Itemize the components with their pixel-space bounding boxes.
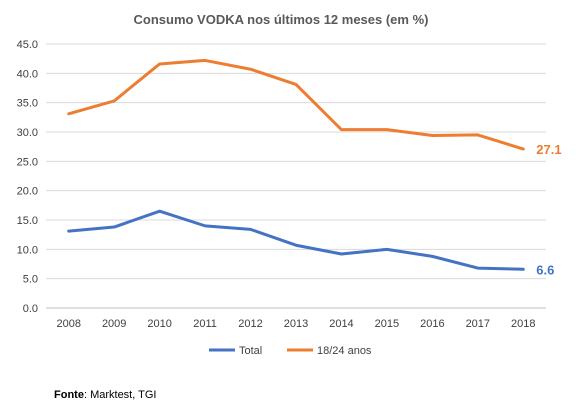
series-line-1 [67, 58, 525, 151]
x-tick-label: 2010 [147, 318, 171, 330]
x-tick-label: 2016 [420, 318, 444, 330]
end-data-label: 6.6 [536, 262, 554, 277]
x-tick-label: 2011 [193, 318, 217, 330]
y-tick-label: 20.0 [17, 186, 38, 198]
gridlines [46, 43, 546, 309]
legend: Total 18/24 anos [209, 345, 372, 357]
legend-label: Total [239, 345, 262, 357]
y-tick-label: 10.0 [17, 244, 38, 256]
source-label: Fonte [54, 389, 84, 401]
x-tick-label: 2013 [284, 318, 308, 330]
y-tick-label: 30.0 [17, 127, 38, 139]
y-tick-label: 5.0 [23, 274, 38, 286]
source-note: Fonte: Marktest, TGI [54, 389, 156, 401]
x-tick-label: 2015 [375, 318, 399, 330]
source-text: : Marktest, TGI [83, 389, 157, 401]
x-tick-label: 2014 [329, 318, 353, 330]
x-tick-label: 2012 [238, 318, 262, 330]
x-tick-label: 2018 [511, 318, 535, 330]
series-line-0 [67, 209, 525, 271]
x-tick-label: 2017 [466, 318, 490, 330]
end-data-label: 27.1 [536, 142, 561, 157]
y-tick-label: 40.0 [17, 68, 38, 80]
legend-label: 18/24 anos [317, 345, 372, 357]
x-axis-ticks: 2008 2009 2010 2011 2012 2013 2014 2015 2016 2017… [56, 318, 535, 330]
y-tick-label: 35.0 [17, 98, 38, 110]
y-axis-ticks: 0.0 5.0 10.0 15.0 20.0 25.0 30.0 35.0 40.0 45.0 [17, 39, 38, 315]
chart-title: Consumo VODKA nos últimos 12 meses (em %… [134, 12, 429, 27]
y-tick-label: 45.0 [17, 39, 38, 51]
x-tick-label: 2009 [102, 318, 126, 330]
end-labels: 6.6 27.1 [536, 142, 561, 277]
series-lines [67, 58, 525, 271]
x-tick-label: 2008 [56, 318, 80, 330]
y-tick-label: 0.0 [23, 303, 38, 315]
y-tick-label: 15.0 [17, 215, 38, 227]
y-tick-label: 25.0 [17, 156, 38, 168]
